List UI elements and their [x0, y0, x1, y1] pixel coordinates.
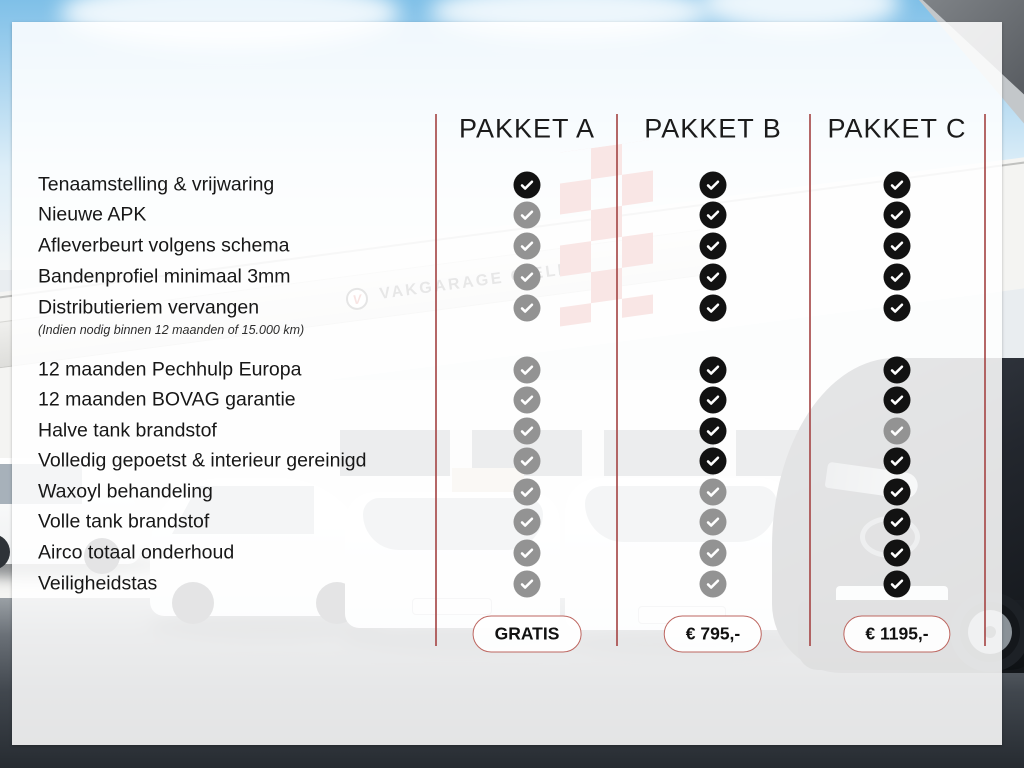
check-icon-excluded [513, 232, 541, 260]
check-icon-included [883, 508, 911, 536]
check-icon-included [883, 386, 911, 414]
check-icon-included [883, 478, 911, 506]
column-separator-line [984, 114, 986, 646]
feature-label: Waxoyl behandeling [38, 480, 213, 503]
car-wheel [0, 534, 10, 570]
check-icon-included [699, 201, 727, 229]
check-icon-excluded [513, 570, 541, 598]
check-icon-excluded [513, 201, 541, 229]
check-icon-excluded [513, 294, 541, 322]
check-icon-excluded [513, 417, 541, 445]
price-button[interactable]: € 795,- [663, 615, 763, 653]
price-button[interactable]: GRATIS [472, 615, 582, 653]
check-icon-included [883, 356, 911, 384]
check-icon-included [883, 570, 911, 598]
check-icon-included [699, 294, 727, 322]
feature-label: Volledig gepoetst & interieur gereinigd [38, 449, 367, 472]
check-icon-included [513, 171, 541, 199]
check-icon-excluded [883, 417, 911, 445]
check-icon-included [699, 171, 727, 199]
check-icon-included [883, 232, 911, 260]
feature-label: Tenaamstelling & vrijwaring [38, 173, 275, 196]
feature-label: Distributieriem vervangen [38, 296, 260, 319]
check-icon-included [699, 447, 727, 475]
column-header-pakket-b: PAKKET B [644, 113, 782, 144]
check-icon-excluded [513, 356, 541, 384]
check-icon-excluded [699, 539, 727, 567]
check-icon-excluded [699, 508, 727, 536]
check-icon-included [883, 447, 911, 475]
check-icon-included [699, 386, 727, 414]
column-separator-line [809, 114, 811, 646]
check-icon-excluded [699, 478, 727, 506]
check-icon-excluded [513, 478, 541, 506]
check-icon-included [883, 171, 911, 199]
column-header-pakket-a: PAKKET A [458, 113, 596, 144]
check-icon-included [883, 294, 911, 322]
check-icon-excluded [513, 263, 541, 291]
feature-label: Halve tank brandstof [38, 419, 217, 442]
feature-label: Airco totaal onderhoud [38, 541, 235, 564]
feature-label: Bandenprofiel minimaal 3mm [38, 265, 291, 288]
feature-note: (Indien nodig binnen 12 maanden of 15.00… [38, 323, 305, 337]
feature-label: 12 maanden BOVAG garantie [38, 388, 296, 411]
column-header-pakket-c: PAKKET C [827, 113, 967, 144]
price-button[interactable]: € 1195,- [843, 615, 951, 653]
feature-label: 12 maanden Pechhulp Europa [38, 358, 302, 381]
check-icon-included [883, 263, 911, 291]
check-icon-included [699, 417, 727, 445]
check-icon-excluded [699, 570, 727, 598]
check-icon-excluded [513, 539, 541, 567]
feature-label: Nieuwe APK [38, 203, 147, 226]
feature-label: Afleverbeurt volgens schema [38, 234, 290, 257]
check-icon-excluded [513, 386, 541, 414]
check-icon-included [883, 201, 911, 229]
check-icon-excluded [513, 508, 541, 536]
check-icon-included [699, 263, 727, 291]
check-icon-excluded [513, 447, 541, 475]
feature-label: Veiligheidstas [38, 572, 158, 595]
column-separator-line [435, 114, 437, 646]
check-icon-included [699, 232, 727, 260]
check-icon-included [883, 539, 911, 567]
feature-label: Volle tank brandstof [38, 510, 210, 533]
column-separator-line [616, 114, 618, 646]
check-icon-included [699, 356, 727, 384]
